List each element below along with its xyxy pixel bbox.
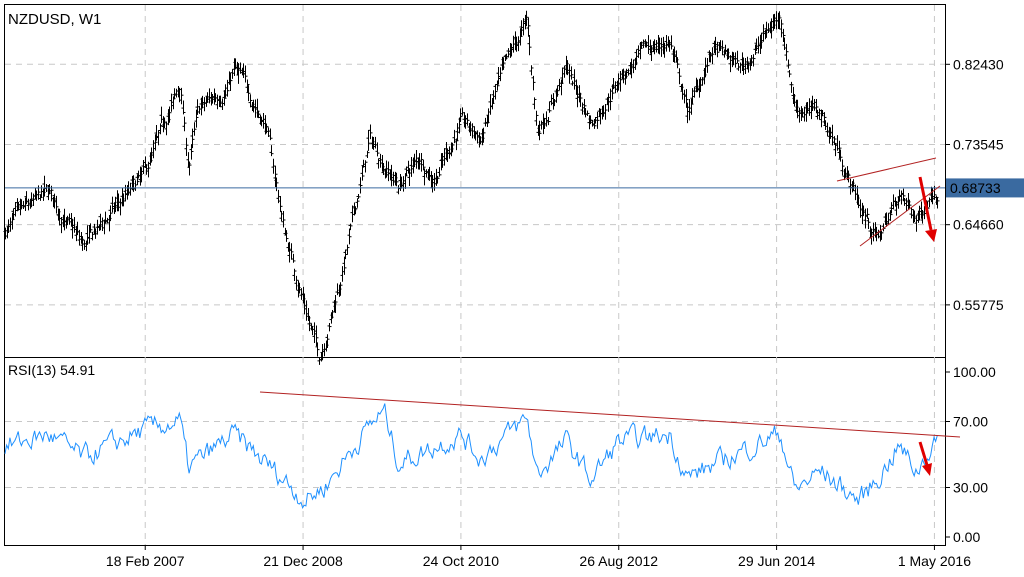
price-tick-label: 0.64660 [953, 217, 1004, 233]
x-tick-label: 21 Dec 2008 [263, 553, 343, 569]
x-tick-label: 1 May 2016 [898, 553, 971, 569]
symbol-title: NZDUSD, W1 [8, 11, 101, 28]
vertical-gridlines [144, 5, 935, 545]
rsi-axis-labels: 100.00 70.00 30.00 0.00 [945, 364, 996, 545]
rsi-tick-label: 30.00 [953, 480, 988, 496]
price-horizontal-gridlines [5, 63, 945, 306]
current-price-badge: 0.68733 [946, 178, 1024, 198]
price-bars [3, 10, 940, 365]
price-axis-labels: 0.82430 0.73545 0.64660 0.55775 [945, 56, 1004, 313]
rsi-resistance-line [259, 391, 961, 438]
x-tick-label: 18 Feb 2007 [106, 553, 185, 569]
rsi-horizontal-gridlines [5, 421, 945, 488]
price-tick-label: 0.55775 [953, 297, 1004, 313]
rsi-tick-label: 0.00 [953, 529, 980, 545]
price-tick-label: 0.82430 [953, 56, 1004, 72]
x-tick-label: 29 Jun 2014 [738, 553, 815, 569]
rsi-tick-label: 100.00 [953, 364, 996, 380]
x-tick-label: 24 Oct 2010 [423, 553, 499, 569]
time-axis-labels: 18 Feb 2007 21 Dec 2008 24 Oct 2010 26 Aug … [106, 545, 971, 569]
rsi-panel-frame [4, 357, 946, 546]
current-price-label: 0.68733 [950, 180, 1001, 196]
x-tick-label: 26 Aug 2012 [579, 553, 658, 569]
rsi-tick-label: 70.00 [953, 414, 988, 430]
wedge-lower-line [859, 185, 941, 247]
price-tick-label: 0.73545 [953, 136, 1004, 152]
price-down-arrow [918, 176, 937, 242]
rsi-down-arrow [918, 441, 932, 476]
rsi-series-line [4, 403, 938, 510]
wedge-upper-line [836, 157, 937, 182]
rsi-title: RSI(13) 54.91 [8, 362, 95, 378]
